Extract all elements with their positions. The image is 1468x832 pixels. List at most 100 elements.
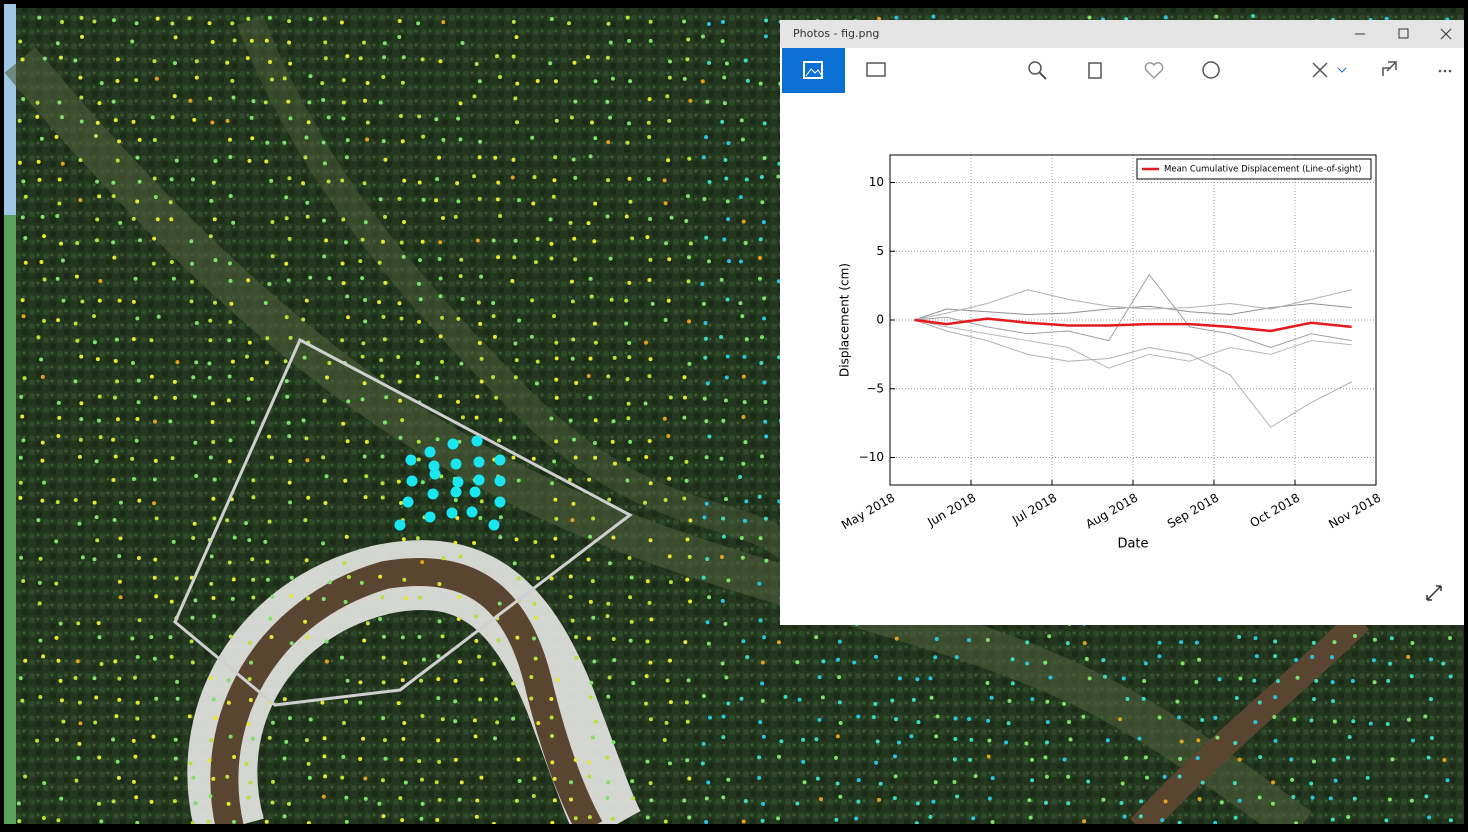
map-point xyxy=(818,675,822,679)
map-point xyxy=(441,634,445,638)
map-point xyxy=(366,121,370,125)
map-point xyxy=(1082,819,1086,823)
map-point xyxy=(839,721,843,725)
map-point xyxy=(510,279,514,283)
map-point xyxy=(493,736,497,740)
map-point xyxy=(288,459,292,463)
map-point xyxy=(612,419,616,423)
map-point xyxy=(345,155,349,159)
map-point xyxy=(38,581,42,585)
map-point xyxy=(251,420,255,424)
map-point xyxy=(42,816,46,820)
map-point xyxy=(986,638,990,642)
map-point xyxy=(456,400,460,404)
map-point xyxy=(306,596,310,600)
map-point xyxy=(173,799,177,803)
map-point xyxy=(21,58,25,62)
map-point xyxy=(570,115,574,119)
map-point xyxy=(934,780,938,784)
map-point xyxy=(287,278,291,282)
map-point xyxy=(363,455,367,459)
map-point xyxy=(574,635,578,639)
map-point xyxy=(265,560,269,564)
map-point xyxy=(250,557,254,561)
map-point xyxy=(726,578,730,582)
map-point xyxy=(822,659,826,663)
map-point xyxy=(610,298,614,302)
map-point xyxy=(1139,814,1143,818)
map-point xyxy=(24,195,28,199)
map-point xyxy=(152,59,156,63)
map-point xyxy=(269,179,273,183)
map-point xyxy=(346,399,350,403)
map-point xyxy=(210,120,214,124)
map-point xyxy=(571,299,575,303)
map-point xyxy=(18,496,22,500)
map-point xyxy=(707,259,711,263)
map-point xyxy=(705,455,709,459)
map-point xyxy=(454,758,458,762)
map-point xyxy=(492,314,496,318)
map-point xyxy=(609,40,613,44)
map-point xyxy=(342,721,346,725)
map-point xyxy=(719,335,723,339)
map-point xyxy=(264,100,268,104)
map-point xyxy=(494,697,498,701)
map-point xyxy=(1045,740,1049,744)
view-button[interactable] xyxy=(782,48,845,93)
more-button[interactable] xyxy=(1439,70,1452,73)
map-point xyxy=(493,156,497,160)
map-point xyxy=(174,738,178,742)
map-point xyxy=(611,817,615,821)
map-point xyxy=(322,219,326,223)
map-point xyxy=(1332,758,1336,762)
map-point xyxy=(150,800,154,804)
map-point xyxy=(1085,657,1089,661)
map-point xyxy=(247,159,251,163)
map-point xyxy=(493,335,497,339)
map-point xyxy=(608,676,612,680)
map-point xyxy=(227,398,231,402)
map-point xyxy=(288,481,292,485)
map-point xyxy=(208,338,212,342)
map-point xyxy=(212,697,216,701)
y-tick-label: −5 xyxy=(866,381,884,395)
map-point xyxy=(953,757,957,761)
map-point xyxy=(111,738,115,742)
map-point xyxy=(149,635,153,639)
map-point xyxy=(1196,756,1200,760)
map-point xyxy=(1088,16,1092,20)
map-point xyxy=(758,256,762,260)
map-point xyxy=(746,79,750,83)
map-point xyxy=(667,119,671,123)
map-point xyxy=(209,199,213,203)
map-point xyxy=(629,639,633,643)
map-point xyxy=(967,717,971,721)
map-point xyxy=(1272,715,1276,719)
map-point xyxy=(156,17,160,21)
map-point xyxy=(18,39,22,43)
map-point xyxy=(79,417,83,421)
map-point xyxy=(287,802,291,806)
map-point xyxy=(229,279,233,283)
map-point xyxy=(758,495,762,499)
map-point xyxy=(58,177,62,181)
map-point xyxy=(704,337,708,341)
map-point xyxy=(308,74,312,78)
map-point xyxy=(551,554,555,558)
map-point xyxy=(570,518,574,522)
map-point xyxy=(589,357,593,361)
map-point xyxy=(271,780,275,784)
map-point xyxy=(663,738,667,742)
map-point xyxy=(248,341,252,345)
map-point xyxy=(513,342,517,346)
map-point xyxy=(532,777,536,781)
map-point xyxy=(438,394,442,398)
map-point xyxy=(61,162,65,166)
map-point xyxy=(1030,758,1034,762)
map-point xyxy=(250,116,254,120)
map-point xyxy=(250,39,254,43)
map-point xyxy=(593,441,597,445)
map-point xyxy=(115,379,119,383)
map-point xyxy=(422,658,426,662)
